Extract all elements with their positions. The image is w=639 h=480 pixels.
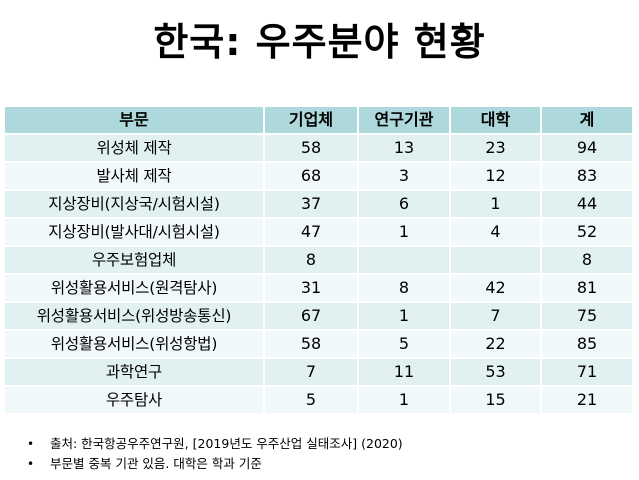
cell-total: 83	[540, 162, 632, 191]
footnote-remark: • 부문별 중복 기관 있음. 대학은 학과 기준	[27, 454, 403, 474]
cell-research-institutes: 11	[357, 358, 450, 387]
table-row: 지상장비(발사대/시험시설) 47 1 4 52	[5, 218, 632, 247]
cell-universities: 1	[449, 190, 541, 219]
cell-total: 8	[540, 246, 632, 275]
cell-total: 81	[540, 274, 632, 303]
cell-companies: 7	[263, 358, 358, 387]
bullet-icon: •	[27, 457, 35, 471]
table-row: 발사체 제작 68 3 12 83	[5, 162, 632, 191]
cell-universities: 7	[449, 302, 541, 331]
footnote-text: 출처: 한국항공우주연구원, [2019년도 우주산업 실태조사] (2020)	[50, 436, 403, 451]
cell-total: 85	[540, 330, 632, 359]
cell-companies: 47	[263, 218, 358, 247]
cell-total: 21	[540, 386, 632, 415]
space-sector-table: 부문 기업체 연구기관 대학 계 위성체 제작 58 13 23 94 발사체 …	[5, 107, 632, 415]
cell-research-institutes: 6	[357, 190, 450, 219]
cell-total: 94	[540, 134, 632, 163]
cell-sector: 위성활용서비스(위성항법)	[5, 330, 264, 359]
table-row: 과학연구 7 11 53 71	[5, 358, 632, 387]
header-sector: 부문	[5, 107, 264, 135]
cell-total: 52	[540, 218, 632, 247]
table-header-row: 부문 기업체 연구기관 대학 계	[5, 107, 632, 135]
cell-universities: 53	[449, 358, 541, 387]
cell-total: 71	[540, 358, 632, 387]
header-total: 계	[540, 107, 632, 135]
cell-universities: 15	[449, 386, 541, 415]
cell-sector: 위성활용서비스(원격탐사)	[5, 274, 264, 303]
cell-total: 44	[540, 190, 632, 219]
cell-companies: 58	[263, 134, 358, 163]
cell-universities: 12	[449, 162, 541, 191]
table-row: 위성활용서비스(위성방송통신) 67 1 7 75	[5, 302, 632, 331]
page-title: 한국: 우주분야 현황	[153, 20, 486, 64]
cell-total: 75	[540, 302, 632, 331]
table-row: 위성활용서비스(위성항법) 58 5 22 85	[5, 330, 632, 359]
cell-research-institutes: 3	[357, 162, 450, 191]
cell-universities: 42	[449, 274, 541, 303]
cell-research-institutes: 1	[357, 302, 450, 331]
cell-companies: 37	[263, 190, 358, 219]
cell-sector: 지상장비(지상국/시험시설)	[5, 190, 264, 219]
cell-sector: 발사체 제작	[5, 162, 264, 191]
cell-research-institutes: 5	[357, 330, 450, 359]
cell-companies: 31	[263, 274, 358, 303]
cell-research-institutes	[357, 246, 450, 275]
cell-sector: 우주탐사	[5, 386, 264, 415]
cell-companies: 5	[263, 386, 358, 415]
table-row: 위성활용서비스(원격탐사) 31 8 42 81	[5, 274, 632, 303]
header-research-institutes: 연구기관	[357, 107, 450, 135]
cell-universities: 22	[449, 330, 541, 359]
footnote-text: 부문별 중복 기관 있음. 대학은 학과 기준	[50, 456, 262, 471]
cell-research-institutes: 13	[357, 134, 450, 163]
cell-sector: 위성체 제작	[5, 134, 264, 163]
cell-sector: 위성활용서비스(위성방송통신)	[5, 302, 264, 331]
cell-companies: 67	[263, 302, 358, 331]
cell-companies: 68	[263, 162, 358, 191]
cell-research-institutes: 1	[357, 386, 450, 415]
table-row: 지상장비(지상국/시험시설) 37 6 1 44	[5, 190, 632, 219]
header-companies: 기업체	[263, 107, 358, 135]
cell-universities: 23	[449, 134, 541, 163]
table-row: 우주보험업체 8 8	[5, 246, 632, 275]
bullet-icon: •	[27, 437, 35, 451]
cell-sector: 우주보험업체	[5, 246, 264, 275]
table-row: 우주탐사 5 1 15 21	[5, 386, 632, 415]
header-universities: 대학	[449, 107, 541, 135]
cell-research-institutes: 1	[357, 218, 450, 247]
cell-companies: 58	[263, 330, 358, 359]
table-row: 위성체 제작 58 13 23 94	[5, 134, 632, 163]
cell-companies: 8	[263, 246, 358, 275]
cell-sector: 과학연구	[5, 358, 264, 387]
cell-sector: 지상장비(발사대/시험시설)	[5, 218, 264, 247]
cell-research-institutes: 8	[357, 274, 450, 303]
footnotes: • 출처: 한국항공우주연구원, [2019년도 우주산업 실태조사] (202…	[27, 434, 403, 474]
footnote-source: • 출처: 한국항공우주연구원, [2019년도 우주산업 실태조사] (202…	[27, 434, 403, 454]
cell-universities: 4	[449, 218, 541, 247]
cell-universities	[449, 246, 541, 275]
